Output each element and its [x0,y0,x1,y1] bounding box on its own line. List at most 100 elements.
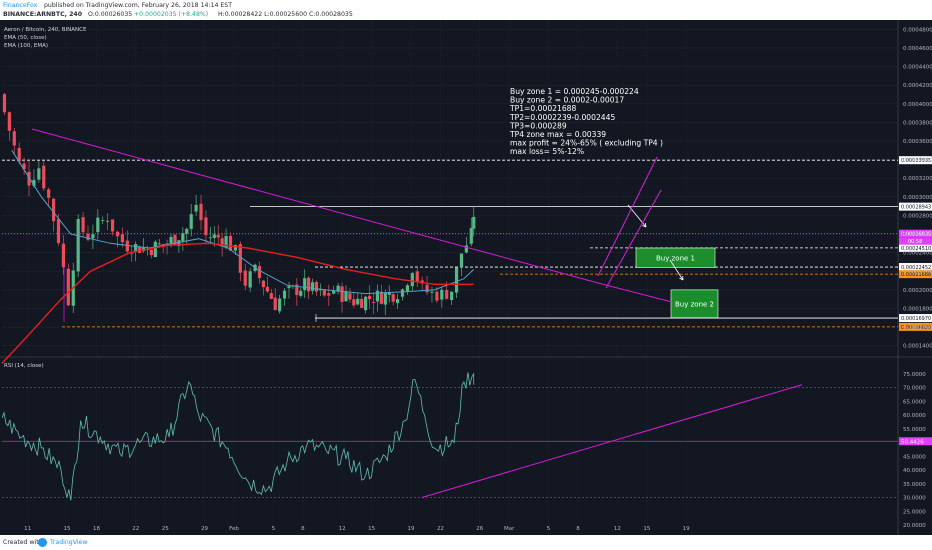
price-level-tag [899,243,932,252]
x-tick-label: 22 [132,526,139,532]
publish-info: published on TradingView.com, February 2… [44,2,232,9]
annotation-line: Buy zone 1 = 0.000245-0.000224 [510,87,639,96]
candle-body [352,299,356,306]
candle-body [435,291,439,301]
legend-ema50: EMA (50, close) [4,35,47,41]
candle-body [459,253,464,268]
price-chart[interactable]: 0.00033935 0.00028943 0.00026035 0.00024510… [0,20,932,535]
candle-body [61,243,66,268]
candle-body [199,203,203,221]
rsi-pane: 75.000070.000065.000060.000055.000050.00… [1,372,932,529]
candle-body [303,278,307,291]
ema-50-line [11,150,475,295]
candle-body [220,238,224,246]
ema-100-line [1,242,474,364]
candle-body [212,234,216,239]
price-level-label: 0.00016020 [901,325,931,331]
price-level-tag [899,322,932,331]
candle-body [137,246,142,253]
x-tick-label: 5 [272,526,276,532]
price-level-tag [899,156,932,165]
candle-body [310,282,315,291]
author-link[interactable]: FinanceFox [3,2,38,9]
rsi-tick-label: 65.0000 [903,399,926,405]
candle-body [194,204,198,212]
candle-body [261,280,266,288]
x-tick-label: 12 [339,526,346,532]
rsi-tick-label: 40.0000 [903,468,926,474]
x-tick-label: 12 [614,526,621,532]
last-price-timer: 00:58 [908,239,922,245]
trend-lines [31,128,673,322]
annotation-line: Buy zone 2 = 0.0002-0.00017 [510,96,624,105]
last-price-timer-tag [899,237,932,245]
x-tick-label: 15 [368,526,375,532]
x-tick-label: Feb [229,526,239,532]
publish-header: FinanceFox published on TradingView.com,… [0,0,932,20]
arrow-to-zone-1-head [642,222,647,228]
arrow-to-zone-2 [669,259,684,281]
breakout-trendline [597,282,673,303]
candle-body [327,293,331,296]
candle-body [469,228,473,244]
candle-body [216,234,220,238]
rsi-tick-label: 45.0000 [903,454,926,460]
open-value: O:0.00026035 [88,11,133,18]
price-level-label: 0.00028943 [901,205,931,211]
candle-body [115,231,120,237]
rsi-tick-label: 55.0000 [903,427,926,433]
horizontal-levels: 0.00033935 0.00028943 0.00026035 0.00024510… [2,156,932,331]
rsi-tick-label: 70.0000 [903,386,926,392]
candle-body [81,217,85,233]
candle-body [2,94,7,113]
annotation-line: TP1=0.00021688 [509,104,576,113]
candle-body [86,233,90,240]
price-level-tag [899,270,932,279]
footer: Created with TradingView [0,535,932,550]
candle-body [464,245,468,253]
buy-zone-1-label: Buy zone 1 [656,254,695,262]
price-level-label: 0.00021688 [901,272,931,278]
change-value: +0.00002035 (+8.48%) [134,11,209,18]
tradingview-brand[interactable]: TradingView [50,539,88,546]
rsi-tick-label: 30.0000 [903,496,926,502]
candle-body [379,291,383,304]
candle-body [445,290,449,299]
candle-body [472,216,476,229]
price-level-tag [899,202,932,211]
candle-body [299,290,303,296]
annotation-line: TP3=0.000289 [509,121,567,130]
annotation-line: max profit = 24%-65% ( excluding TP4 ) [510,139,663,148]
x-tick-label: 18 [93,526,100,532]
rsi-tick-label: 20.0000 [903,523,926,529]
created-with: Created with [3,539,43,546]
candle-body [101,220,105,221]
symbol-label: BINANCE:ARNBTC, 240 [3,11,83,18]
candle-body [161,243,165,245]
candle-body [282,290,287,299]
candle-body [134,243,138,252]
candle-body [157,243,161,245]
candle-body [76,218,80,272]
candle-body [322,290,326,296]
channel-lower-line [605,189,662,289]
candle-body [450,291,454,301]
candle-body [425,284,429,293]
rsi-value-tag [899,437,932,446]
candle-body [106,220,110,223]
tradingview-logo-icon [38,538,47,547]
x-tick-label: 19 [407,526,414,532]
buy-zone-2 [670,289,719,319]
candle-body [189,214,193,229]
candle-body [56,219,61,244]
